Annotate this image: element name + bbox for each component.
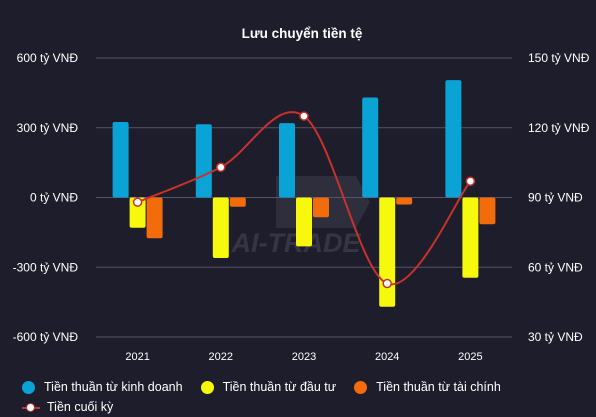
legend-swatch-operating bbox=[22, 380, 35, 394]
legend-item-ending-cash[interactable]: Tiền cuối kỳ bbox=[22, 400, 113, 414]
bar-operating bbox=[362, 97, 379, 198]
ending-cash-line bbox=[137, 111, 472, 286]
legend-label-financing: Tiền thuần từ tài chính bbox=[376, 380, 501, 394]
y-left-tick-label: -300 tỷ VNĐ bbox=[13, 260, 79, 274]
y-right-tick-label: 150 tỷ VNĐ bbox=[528, 51, 590, 65]
ending-cash-point bbox=[465, 176, 476, 186]
x-tick-label: 2025 bbox=[458, 351, 482, 363]
x-tick-label: 2022 bbox=[209, 351, 233, 363]
bar-operating bbox=[195, 124, 212, 198]
bar-operating bbox=[279, 123, 295, 198]
bar-financing bbox=[479, 197, 496, 225]
ending-cash-point bbox=[382, 278, 392, 289]
bar-investing bbox=[296, 197, 312, 247]
legend-swatch-financing bbox=[354, 380, 368, 394]
y-left-tick-label: -600 tỷ VNĐ bbox=[13, 330, 79, 344]
bar-financing bbox=[146, 197, 163, 239]
y-right-tick-label: 60 tỷ VNĐ bbox=[528, 260, 583, 274]
chart-legend: Tiền thuần từ kinh doanh Tiền thuần từ đ… bbox=[22, 377, 592, 417]
svg-text:AI-TRADE: AI-TRADE bbox=[231, 228, 362, 258]
bar-financing bbox=[229, 197, 246, 207]
legend-swatch-investing bbox=[200, 380, 214, 394]
x-tick-label: 2021 bbox=[125, 351, 149, 363]
x-tick-label: 2024 bbox=[375, 351, 399, 363]
chart-title: Lưu chuyển tiền tệ bbox=[242, 26, 363, 41]
bar-financing bbox=[313, 197, 329, 218]
y-left-tick-label: 600 tỷ VNĐ bbox=[17, 51, 79, 65]
x-tick-label: 2023 bbox=[292, 351, 316, 363]
y-right-tick-label: 30 tỷ VNĐ bbox=[528, 330, 583, 344]
legend-label-ending-cash: Tiền cuối kỳ bbox=[47, 400, 114, 414]
bar-operating bbox=[112, 121, 129, 198]
y-left-tick-label: 0 tỷ VNĐ bbox=[30, 191, 78, 205]
legend-item-financing[interactable]: Tiền thuần từ tài chính bbox=[354, 380, 501, 394]
bar-investing bbox=[129, 197, 146, 228]
legend-label-investing: Tiền thuần từ đầu tư bbox=[222, 380, 337, 394]
y-left-tick-label: 300 tỷ VNĐ bbox=[17, 121, 79, 135]
legend-item-operating[interactable]: Tiền thuần từ kinh doanh bbox=[22, 380, 183, 394]
ending-cash-point bbox=[216, 162, 226, 173]
bar-financing bbox=[396, 197, 413, 205]
legend-line-marker bbox=[22, 401, 40, 414]
ending-cash-point bbox=[299, 111, 309, 121]
bar-investing bbox=[462, 197, 479, 278]
legend-item-investing[interactable]: Tiền thuần từ đầu tư bbox=[200, 380, 337, 394]
legend-label-operating: Tiền thuần từ kinh doanh bbox=[44, 380, 183, 394]
bar-investing bbox=[212, 197, 229, 258]
y-right-tick-label: 120 tỷ VNĐ bbox=[528, 121, 590, 135]
bar-investing bbox=[379, 197, 396, 307]
bar-operating bbox=[445, 80, 462, 198]
ending-cash-point bbox=[132, 197, 143, 207]
y-right-tick-label: 90 tỷ VNĐ bbox=[528, 191, 583, 205]
